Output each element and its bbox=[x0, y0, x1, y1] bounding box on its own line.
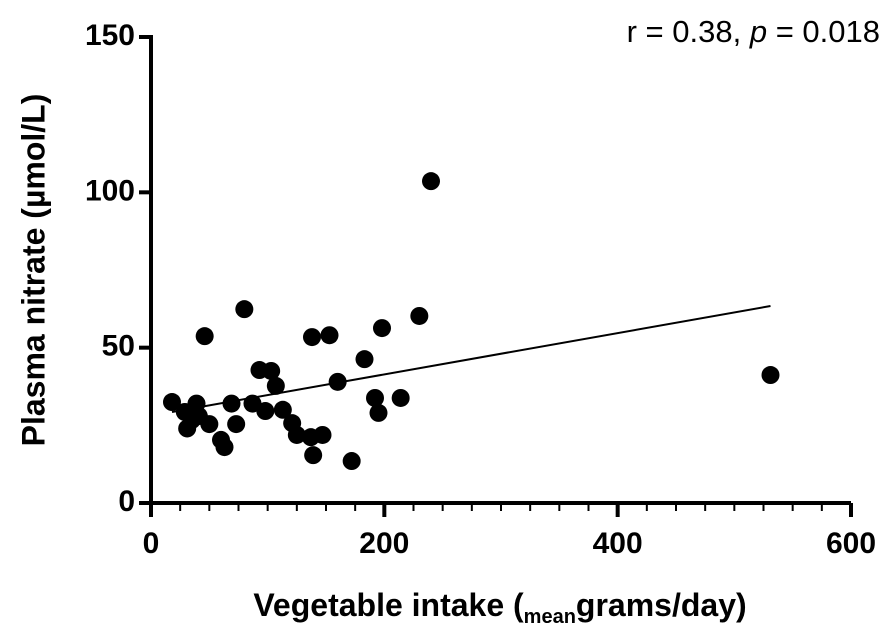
point bbox=[366, 388, 384, 407]
point bbox=[262, 361, 281, 380]
x-tick-label: 400 bbox=[593, 527, 643, 560]
point bbox=[227, 415, 246, 434]
point bbox=[410, 306, 429, 325]
y-tick-label: 50 bbox=[102, 330, 135, 363]
y-axis-title: Plasma nitrate (µmol/L) bbox=[15, 94, 51, 447]
point bbox=[391, 388, 410, 407]
point bbox=[163, 393, 181, 412]
annotation-part: = 0.018 bbox=[767, 14, 880, 49]
point bbox=[328, 372, 347, 391]
x-tick-label: 200 bbox=[359, 527, 409, 560]
x-title-part: Vegetable intake ( bbox=[253, 587, 524, 623]
point bbox=[342, 452, 361, 471]
point bbox=[266, 376, 285, 395]
point bbox=[355, 350, 374, 369]
point bbox=[256, 402, 275, 421]
point bbox=[303, 328, 321, 347]
fit-line bbox=[171, 305, 771, 413]
x-tick-label: 600 bbox=[826, 527, 876, 560]
point bbox=[313, 425, 332, 444]
x-title-part: grams/day) bbox=[576, 587, 747, 623]
point bbox=[320, 326, 339, 345]
point bbox=[369, 403, 388, 422]
x-axis-title: Vegetable intake (meangrams/day) bbox=[253, 587, 746, 628]
point bbox=[422, 172, 440, 191]
point bbox=[215, 438, 234, 457]
point bbox=[373, 319, 391, 338]
point bbox=[222, 394, 241, 413]
y-tick-label: 100 bbox=[85, 174, 135, 207]
point bbox=[200, 415, 219, 434]
point bbox=[761, 366, 780, 385]
point bbox=[195, 327, 214, 346]
x-title-part: mean bbox=[524, 606, 576, 628]
annotation-part: p bbox=[749, 14, 767, 49]
point bbox=[304, 446, 323, 465]
point bbox=[273, 400, 292, 419]
annotation-part: r = 0.38, bbox=[627, 14, 750, 49]
annotation: r = 0.38, p = 0.018 bbox=[627, 14, 880, 49]
y-tick-label: 150 bbox=[85, 19, 135, 52]
y-tick-label: 0 bbox=[118, 485, 135, 518]
point bbox=[235, 300, 254, 319]
point bbox=[287, 425, 306, 444]
x-tick-label: 0 bbox=[143, 527, 160, 560]
